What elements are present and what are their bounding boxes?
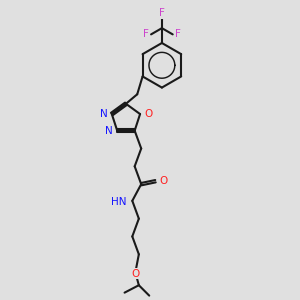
- Text: HN: HN: [111, 197, 126, 207]
- Text: O: O: [159, 176, 167, 186]
- Text: N: N: [105, 126, 113, 136]
- Text: N: N: [100, 109, 108, 119]
- Text: O: O: [144, 109, 152, 119]
- Text: F: F: [143, 29, 149, 39]
- Text: F: F: [159, 8, 165, 18]
- Text: O: O: [132, 268, 140, 279]
- Text: F: F: [175, 29, 181, 39]
